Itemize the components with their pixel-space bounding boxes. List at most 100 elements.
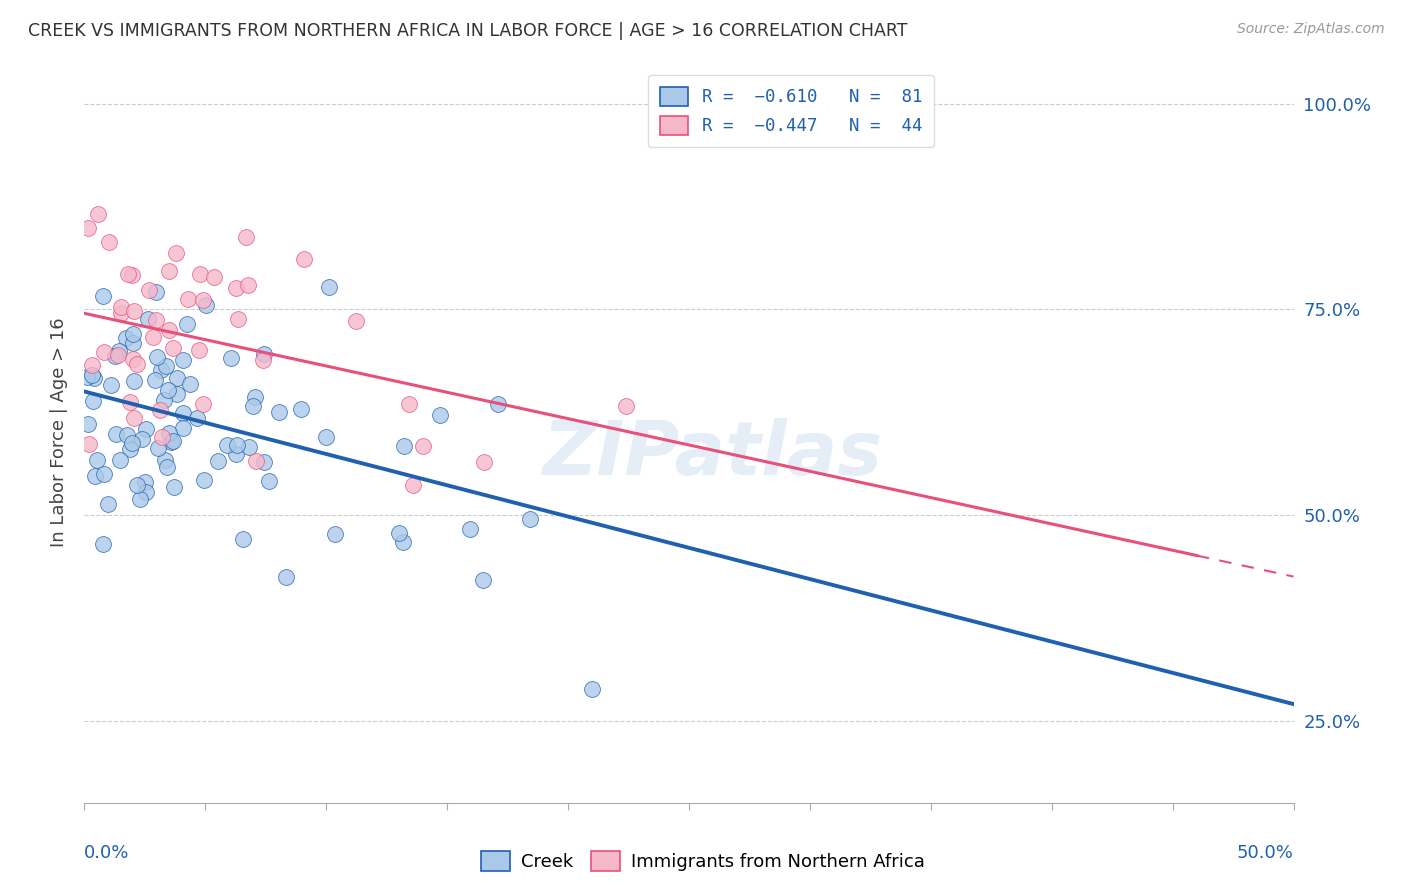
Text: 50.0%: 50.0%	[1237, 845, 1294, 863]
Point	[108, 344, 131, 359]
Point	[117, 427, 139, 442]
Point	[388, 526, 411, 541]
Point	[290, 401, 312, 416]
Point	[172, 353, 194, 368]
Point	[236, 278, 259, 293]
Legend: Creek, Immigrants from Northern Africa: Creek, Immigrants from Northern Africa	[474, 844, 932, 879]
Point	[412, 439, 434, 453]
Point	[581, 681, 603, 696]
Point	[129, 492, 152, 507]
Point	[104, 350, 127, 364]
Point	[179, 376, 201, 391]
Point	[267, 405, 290, 419]
Point	[191, 293, 214, 308]
Point	[402, 478, 425, 492]
Point	[149, 403, 172, 417]
Point	[145, 313, 167, 327]
Text: CREEK VS IMMIGRANTS FROM NORTHERN AFRICA IN LABOR FORCE | AGE > 16 CORRELATION C: CREEK VS IMMIGRANTS FROM NORTHERN AFRICA…	[28, 22, 908, 40]
Point	[392, 439, 415, 453]
Point	[105, 426, 128, 441]
Point	[100, 377, 122, 392]
Point	[124, 374, 146, 388]
Point	[215, 437, 238, 451]
Point	[472, 573, 495, 587]
Point	[207, 454, 229, 468]
Point	[245, 454, 267, 468]
Point	[392, 535, 415, 549]
Point	[136, 312, 159, 326]
Point	[252, 352, 274, 367]
Point	[80, 368, 103, 382]
Point	[202, 270, 225, 285]
Point	[122, 327, 145, 342]
Point	[225, 447, 247, 461]
Point	[186, 411, 208, 425]
Point	[76, 370, 98, 384]
Point	[225, 281, 247, 295]
Point	[142, 330, 165, 344]
Point	[93, 345, 115, 359]
Point	[190, 267, 212, 281]
Point	[143, 373, 166, 387]
Point	[245, 390, 267, 404]
Point	[97, 497, 120, 511]
Point	[187, 343, 209, 357]
Point	[108, 453, 131, 467]
Point	[115, 331, 138, 345]
Point	[292, 252, 315, 266]
Point	[315, 430, 337, 444]
Point	[193, 473, 215, 487]
Point	[344, 313, 367, 327]
Point	[253, 455, 276, 469]
Point	[166, 386, 188, 401]
Point	[242, 399, 264, 413]
Point	[80, 359, 103, 373]
Text: ZIPatlas: ZIPatlas	[543, 418, 883, 491]
Point	[221, 351, 243, 366]
Point	[121, 351, 143, 366]
Point	[110, 305, 132, 319]
Point	[163, 480, 186, 494]
Point	[323, 526, 346, 541]
Point	[519, 512, 541, 526]
Point	[118, 395, 141, 409]
Point	[135, 484, 157, 499]
Legend: R =  −0.610   N =  81, R =  −0.447   N =  44: R = −0.610 N = 81, R = −0.447 N = 44	[648, 75, 934, 147]
Point	[122, 335, 145, 350]
Point	[82, 394, 104, 409]
Point	[318, 280, 340, 294]
Point	[107, 347, 129, 361]
Point	[162, 341, 184, 355]
Point	[238, 440, 260, 454]
Point	[226, 438, 249, 452]
Point	[172, 421, 194, 435]
Point	[125, 478, 148, 492]
Point	[157, 323, 180, 337]
Point	[156, 459, 179, 474]
Point	[110, 300, 132, 314]
Point	[177, 292, 200, 306]
Point	[124, 303, 146, 318]
Point	[257, 474, 280, 488]
Point	[429, 408, 451, 422]
Point	[117, 267, 139, 281]
Point	[165, 246, 187, 260]
Point	[93, 467, 115, 482]
Point	[458, 522, 481, 536]
Point	[398, 397, 420, 411]
Point	[148, 442, 170, 456]
Point	[472, 455, 495, 469]
Point	[195, 298, 218, 312]
Point	[146, 350, 169, 364]
Text: 0.0%: 0.0%	[84, 845, 129, 863]
Point	[166, 371, 188, 385]
Y-axis label: In Labor Force | Age > 16: In Labor Force | Age > 16	[49, 318, 67, 548]
Point	[121, 268, 143, 282]
Point	[87, 207, 110, 221]
Point	[83, 371, 105, 385]
Point	[145, 285, 167, 300]
Point	[138, 284, 160, 298]
Point	[274, 570, 297, 584]
Point	[131, 432, 153, 446]
Point	[232, 532, 254, 546]
